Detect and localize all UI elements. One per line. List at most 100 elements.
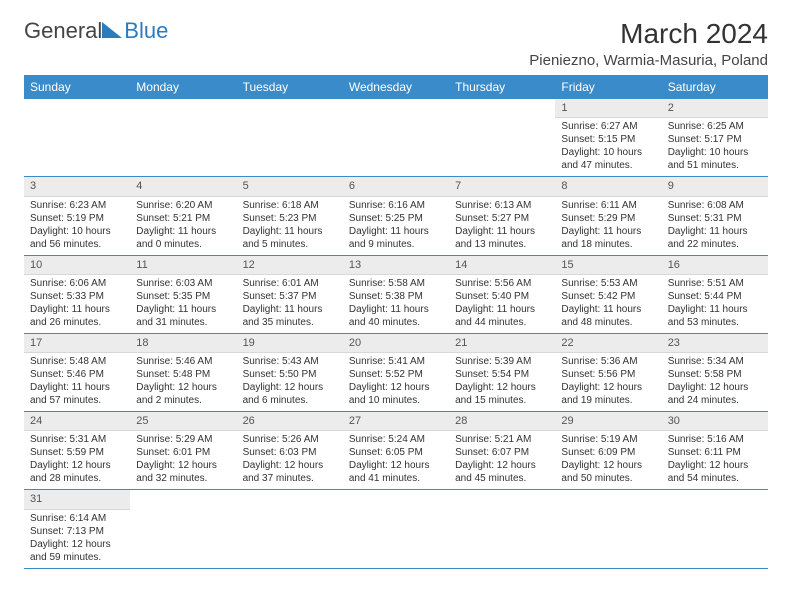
calendar-cell: 1Sunrise: 6:27 AMSunset: 5:15 PMDaylight… xyxy=(555,99,661,177)
sunrise-text: Sunrise: 5:43 AM xyxy=(243,355,337,368)
sunset-text: Sunset: 5:54 PM xyxy=(455,368,549,381)
daylight-text-2: and 37 minutes. xyxy=(243,472,337,485)
logo-text-general: General xyxy=(24,18,102,44)
sunrise-text: Sunrise: 6:16 AM xyxy=(349,199,443,212)
sunset-text: Sunset: 6:07 PM xyxy=(455,446,549,459)
day-number: 28 xyxy=(449,412,555,431)
sunrise-text: Sunrise: 5:51 AM xyxy=(668,277,762,290)
daylight-text-2: and 13 minutes. xyxy=(455,238,549,251)
daylight-text-1: Daylight: 11 hours xyxy=(136,303,230,316)
sunset-text: Sunset: 6:11 PM xyxy=(668,446,762,459)
daylight-text-2: and 9 minutes. xyxy=(349,238,443,251)
daylight-text-2: and 18 minutes. xyxy=(561,238,655,251)
daylight-text-2: and 26 minutes. xyxy=(30,316,124,329)
day-number: 10 xyxy=(24,256,130,275)
daylight-text-1: Daylight: 12 hours xyxy=(349,459,443,472)
sunset-text: Sunset: 5:29 PM xyxy=(561,212,655,225)
sunrise-text: Sunrise: 6:25 AM xyxy=(668,120,762,133)
day-number: 19 xyxy=(237,334,343,353)
daylight-text-2: and 24 minutes. xyxy=(668,394,762,407)
sunrise-text: Sunrise: 5:21 AM xyxy=(455,433,549,446)
calendar-cell-empty xyxy=(343,490,449,568)
daylight-text-1: Daylight: 10 hours xyxy=(30,225,124,238)
calendar-cell: 22Sunrise: 5:36 AMSunset: 5:56 PMDayligh… xyxy=(555,333,661,411)
day-number: 15 xyxy=(555,256,661,275)
sunrise-text: Sunrise: 5:16 AM xyxy=(668,433,762,446)
calendar-cell: 21Sunrise: 5:39 AMSunset: 5:54 PMDayligh… xyxy=(449,333,555,411)
calendar-cell: 6Sunrise: 6:16 AMSunset: 5:25 PMDaylight… xyxy=(343,177,449,255)
calendar-cell-empty xyxy=(555,490,661,568)
day-number: 31 xyxy=(24,490,130,509)
sunset-text: Sunset: 5:58 PM xyxy=(668,368,762,381)
daylight-text-2: and 56 minutes. xyxy=(30,238,124,251)
page-header: General Blue March 2024 Pieniezno, Warmi… xyxy=(24,18,768,69)
sunset-text: Sunset: 5:40 PM xyxy=(455,290,549,303)
calendar-cell-empty xyxy=(130,490,236,568)
daylight-text-1: Daylight: 10 hours xyxy=(561,146,655,159)
day-number: 27 xyxy=(343,412,449,431)
calendar-cell: 23Sunrise: 5:34 AMSunset: 5:58 PMDayligh… xyxy=(662,333,768,411)
day-number: 24 xyxy=(24,412,130,431)
logo-text-blue: Blue xyxy=(124,18,168,44)
sunset-text: Sunset: 5:25 PM xyxy=(349,212,443,225)
calendar-cell: 25Sunrise: 5:29 AMSunset: 6:01 PMDayligh… xyxy=(130,412,236,490)
sunrise-text: Sunrise: 5:26 AM xyxy=(243,433,337,446)
daylight-text-2: and 15 minutes. xyxy=(455,394,549,407)
day-number: 4 xyxy=(130,177,236,196)
calendar-cell: 29Sunrise: 5:19 AMSunset: 6:09 PMDayligh… xyxy=(555,412,661,490)
calendar-cell-empty xyxy=(343,99,449,177)
day-number: 2 xyxy=(662,99,768,118)
day-number: 21 xyxy=(449,334,555,353)
daylight-text-2: and 22 minutes. xyxy=(668,238,762,251)
calendar-cell: 9Sunrise: 6:08 AMSunset: 5:31 PMDaylight… xyxy=(662,177,768,255)
daylight-text-2: and 59 minutes. xyxy=(30,551,124,564)
daylight-text-2: and 45 minutes. xyxy=(455,472,549,485)
daylight-text-2: and 2 minutes. xyxy=(136,394,230,407)
calendar-cell: 26Sunrise: 5:26 AMSunset: 6:03 PMDayligh… xyxy=(237,412,343,490)
sunset-text: Sunset: 5:52 PM xyxy=(349,368,443,381)
daylight-text-1: Daylight: 12 hours xyxy=(455,459,549,472)
daylight-text-1: Daylight: 12 hours xyxy=(30,459,124,472)
day-header: Friday xyxy=(555,75,661,99)
daylight-text-1: Daylight: 11 hours xyxy=(668,303,762,316)
sunrise-text: Sunrise: 5:34 AM xyxy=(668,355,762,368)
daylight-text-2: and 57 minutes. xyxy=(30,394,124,407)
sunset-text: Sunset: 5:56 PM xyxy=(561,368,655,381)
sunset-text: Sunset: 5:44 PM xyxy=(668,290,762,303)
sunrise-text: Sunrise: 5:36 AM xyxy=(561,355,655,368)
calendar-cell: 31Sunrise: 6:14 AMSunset: 7:13 PMDayligh… xyxy=(24,490,130,568)
sunset-text: Sunset: 5:48 PM xyxy=(136,368,230,381)
daylight-text-1: Daylight: 11 hours xyxy=(136,225,230,238)
sunrise-text: Sunrise: 6:13 AM xyxy=(455,199,549,212)
daylight-text-2: and 6 minutes. xyxy=(243,394,337,407)
calendar-cell: 24Sunrise: 5:31 AMSunset: 5:59 PMDayligh… xyxy=(24,412,130,490)
daylight-text-1: Daylight: 12 hours xyxy=(136,381,230,394)
calendar-week-row: 1Sunrise: 6:27 AMSunset: 5:15 PMDaylight… xyxy=(24,99,768,177)
sunrise-text: Sunrise: 5:19 AM xyxy=(561,433,655,446)
day-header: Tuesday xyxy=(237,75,343,99)
sunrise-text: Sunrise: 6:01 AM xyxy=(243,277,337,290)
day-number: 22 xyxy=(555,334,661,353)
calendar-cell: 30Sunrise: 5:16 AMSunset: 6:11 PMDayligh… xyxy=(662,412,768,490)
sunrise-text: Sunrise: 5:41 AM xyxy=(349,355,443,368)
sunset-text: Sunset: 5:33 PM xyxy=(30,290,124,303)
sunrise-text: Sunrise: 6:06 AM xyxy=(30,277,124,290)
calendar-cell: 16Sunrise: 5:51 AMSunset: 5:44 PMDayligh… xyxy=(662,255,768,333)
daylight-text-2: and 54 minutes. xyxy=(668,472,762,485)
calendar-cell: 5Sunrise: 6:18 AMSunset: 5:23 PMDaylight… xyxy=(237,177,343,255)
calendar-cell: 13Sunrise: 5:58 AMSunset: 5:38 PMDayligh… xyxy=(343,255,449,333)
sunrise-text: Sunrise: 6:14 AM xyxy=(30,512,124,525)
sunset-text: Sunset: 5:31 PM xyxy=(668,212,762,225)
daylight-text-1: Daylight: 11 hours xyxy=(243,225,337,238)
logo: General Blue xyxy=(24,18,168,44)
calendar-cell: 12Sunrise: 6:01 AMSunset: 5:37 PMDayligh… xyxy=(237,255,343,333)
daylight-text-2: and 50 minutes. xyxy=(561,472,655,485)
sunset-text: Sunset: 6:03 PM xyxy=(243,446,337,459)
calendar-cell: 15Sunrise: 5:53 AMSunset: 5:42 PMDayligh… xyxy=(555,255,661,333)
calendar-week-row: 17Sunrise: 5:48 AMSunset: 5:46 PMDayligh… xyxy=(24,333,768,411)
daylight-text-2: and 40 minutes. xyxy=(349,316,443,329)
sunrise-text: Sunrise: 5:29 AM xyxy=(136,433,230,446)
day-header: Saturday xyxy=(662,75,768,99)
calendar-cell-empty xyxy=(130,99,236,177)
calendar-cell: 27Sunrise: 5:24 AMSunset: 6:05 PMDayligh… xyxy=(343,412,449,490)
